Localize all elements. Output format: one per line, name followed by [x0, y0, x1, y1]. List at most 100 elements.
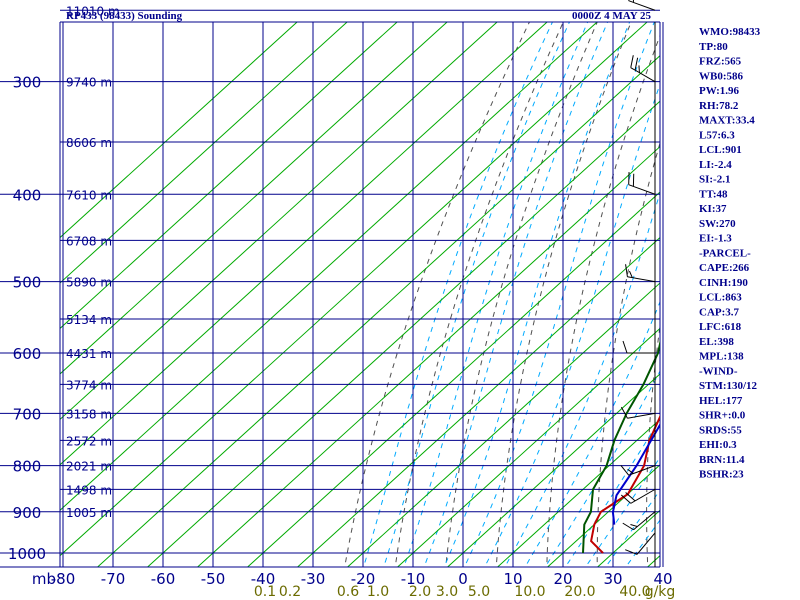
x-unit-label: mb	[32, 570, 56, 588]
temperature-tick-label: 20	[553, 570, 572, 588]
stat-line: LFC:618	[699, 321, 742, 333]
wind-barb-flag	[625, 492, 636, 502]
stat-line: LI:-2.4	[699, 159, 732, 171]
wind-barb	[630, 55, 656, 83]
stat-line: -WIND-	[699, 365, 738, 377]
temperature-tick-label: -20	[351, 570, 376, 588]
stat-line: KI:37	[699, 203, 727, 215]
mixing-ratio-label: 1.0	[367, 584, 389, 600]
isotherm-line	[246, 191, 660, 567]
stat-line: BSHR:23	[699, 469, 744, 481]
stat-line: SI:-2.1	[699, 174, 730, 186]
height-label: 11010 m	[66, 4, 120, 18]
chart-datetime: 0000Z 4 MAY 25	[572, 10, 651, 22]
pressure-axis: 1002003004005006007008009001000	[8, 74, 46, 563]
stat-line: EHI:0.3	[699, 439, 737, 451]
mixing-ratio-label: 0.6	[337, 584, 359, 600]
wind-barb-flag	[630, 524, 638, 528]
temperature-axis: mb-80 -70 -60 -50 -40 -30 -20 -10 0 10 20 30 40	[32, 570, 673, 588]
mixing-ratio-label: 0.2	[279, 584, 301, 600]
stat-line: LCL:901	[699, 144, 742, 156]
stat-line: CINH:190	[699, 277, 748, 289]
temperature-tick-label: -70	[101, 570, 126, 588]
temperature-tick-label: -30	[301, 570, 326, 588]
pressure-tick-label: 600	[13, 345, 42, 363]
dry-adiabat-line	[546, 34, 660, 567]
stat-line: -PARCEL-	[699, 247, 751, 259]
dewpoint-line	[582, 339, 660, 554]
isotherm-line	[60, 22, 348, 284]
dry-adiabat-line	[495, 22, 632, 567]
stat-line: MPL:138	[699, 351, 744, 363]
dry-adiabat-line	[394, 22, 564, 567]
moist-adiabat-line	[363, 22, 554, 567]
pressure-tick-label: 900	[13, 504, 42, 522]
stat-line: BRN:11.4	[699, 454, 745, 466]
plot-grid	[0, 9, 664, 568]
plot-background	[60, 22, 660, 567]
height-label: 2021 m	[66, 460, 112, 474]
moist-adiabat-line	[484, 82, 660, 567]
wind-barb-staff	[636, 532, 656, 555]
mixing-ratio-label: 0.1	[254, 584, 276, 600]
isotherm-line	[60, 22, 398, 330]
temperature-tick-label: 10	[503, 570, 522, 588]
dry-adiabat-line	[646, 323, 660, 567]
dry-adiabat-line	[741, 0, 800, 572]
mixing-ratio-label: 10.0	[514, 584, 545, 600]
wind-barb	[620, 464, 656, 476]
wind-barb-flag	[622, 522, 634, 531]
temperature-tick-label: 30	[603, 570, 622, 588]
pressure-tick-label: 300	[13, 74, 42, 92]
pressure-tick-label: 400	[13, 186, 42, 204]
stat-line: TT:48	[699, 188, 728, 200]
isotherm-line	[60, 22, 598, 511]
wind-barb-flag	[625, 549, 638, 555]
stat-line: PW:1.96	[699, 85, 740, 97]
stat-line: WB0:586	[699, 70, 744, 82]
wind-barbs	[620, 0, 656, 567]
dry-adiabat-line	[344, 22, 530, 567]
height-label: 6708 m	[66, 234, 112, 248]
temperature-tick-label: -40	[251, 570, 276, 588]
height-label: 7610 m	[66, 188, 112, 202]
wind-barb-flag	[620, 464, 630, 476]
wind-barb	[625, 532, 656, 555]
wind-barb-staff	[627, 412, 656, 419]
height-label: 2572 m	[66, 434, 112, 448]
wind-barb-flag	[622, 340, 628, 354]
temperature-line	[590, 414, 660, 554]
wind-barb-flag	[634, 57, 639, 71]
isotherms	[60, 22, 660, 567]
stat-line: L57:6.3	[699, 129, 735, 141]
dry-adiabat-line	[786, 0, 800, 572]
height-label: 9740 m	[66, 76, 112, 90]
isotherm-line	[60, 22, 548, 466]
stat-line: SW:270	[699, 218, 736, 230]
stat-line: LCL:863	[699, 292, 742, 304]
height-label: 4431 m	[66, 347, 112, 361]
chart-title: RP433 (98433) Sounding	[66, 10, 183, 22]
height-label: 3158 m	[66, 407, 112, 421]
stat-line: HEL:177	[699, 395, 743, 407]
temperature-tick-label: 0	[458, 570, 468, 588]
dry-adiabat-line	[596, 141, 660, 567]
isotherm-line	[60, 22, 448, 375]
mixing-ratio-label: g/kg	[645, 584, 676, 600]
stat-line: FRZ:565	[699, 56, 742, 68]
sounding-profiles	[582, 339, 660, 554]
stat-line: WMO:98433	[699, 26, 761, 38]
wind-barb-flag	[625, 264, 628, 277]
mixing-ratio-label: 5.0	[468, 584, 490, 600]
mixing-ratio-label: 3.0	[436, 584, 458, 600]
stat-line: STM:130/12	[699, 380, 758, 392]
moist-adiabat-line	[504, 191, 660, 567]
height-label: 5890 m	[66, 276, 112, 290]
isotherm-line	[146, 100, 660, 567]
isotherm-line	[446, 373, 660, 567]
isotherm-line	[396, 327, 660, 567]
mixing-ratio-label: 2.0	[409, 584, 431, 600]
height-label: 3774 m	[66, 378, 112, 392]
